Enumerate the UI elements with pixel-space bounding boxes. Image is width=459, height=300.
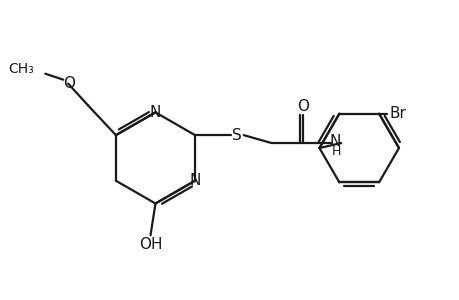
Text: O: O	[297, 99, 309, 114]
Text: S: S	[231, 128, 241, 142]
Text: N: N	[189, 173, 200, 188]
Text: CH₃: CH₃	[9, 62, 34, 76]
Text: H: H	[331, 146, 340, 158]
Text: N: N	[150, 105, 161, 120]
Text: O: O	[63, 76, 75, 91]
Text: OH: OH	[139, 237, 162, 252]
Text: N: N	[329, 134, 340, 148]
Text: Br: Br	[389, 106, 406, 121]
